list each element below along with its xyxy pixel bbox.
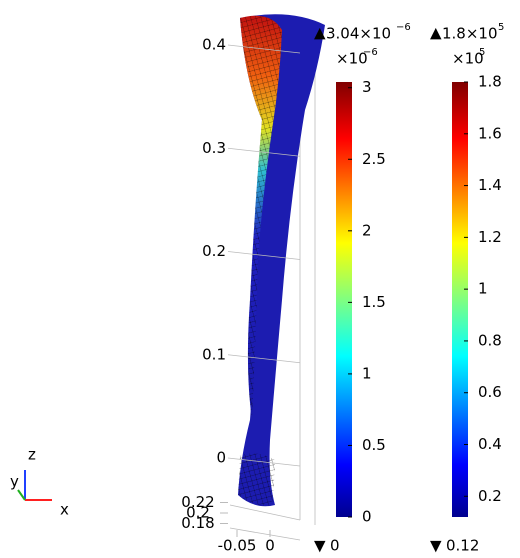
y-axis-label: y xyxy=(10,473,19,491)
scale-label: ×10 xyxy=(452,50,484,68)
max-exp: 5 xyxy=(498,22,504,33)
colorbar-tick-label: 0.6 xyxy=(478,383,502,401)
min-marker: ▼ xyxy=(430,537,442,555)
scale-label: ×10 xyxy=(336,50,368,68)
z-grid-line xyxy=(227,44,301,54)
max-marker: ▲ xyxy=(430,24,442,42)
colorbar-tick-label: 2 xyxy=(362,221,372,239)
colorbar-tick-label: 1.4 xyxy=(478,176,502,194)
z-grid-line xyxy=(227,457,301,467)
min-label: 0.12 xyxy=(446,537,479,555)
colorbar-tick-label: 1.2 xyxy=(478,228,502,246)
y-tick-label: 0.22 xyxy=(181,493,214,511)
colorbar-tick-label: 0.4 xyxy=(478,435,502,453)
colorbar-tick-label: 0.8 xyxy=(478,331,502,349)
y-tick-label: 0.18 xyxy=(181,514,214,532)
x-tick-label: 0 xyxy=(265,537,275,555)
z-tick-label: 0 xyxy=(216,449,226,467)
colorbar xyxy=(452,82,468,517)
colorbar-tick-label: 0.5 xyxy=(362,436,386,454)
colorbar-tick-label: 0 xyxy=(362,508,372,526)
colorbar-tick-label: 2.5 xyxy=(362,150,386,168)
z-grid-line xyxy=(227,147,301,157)
max-label: 3.04×10 xyxy=(326,25,391,43)
max-exp: −6 xyxy=(396,22,411,33)
colorbar-tick-label: 3 xyxy=(362,78,372,96)
z-axis-label: z xyxy=(28,446,36,464)
max-label: 1.8×10 xyxy=(442,25,498,43)
y-tick-label: 0.2 xyxy=(186,504,210,522)
scale-exp: 5 xyxy=(479,47,485,58)
z-grid-line xyxy=(227,251,301,260)
scale-exp: −6 xyxy=(363,47,378,58)
colorbar-tick-label: 1.8 xyxy=(478,73,502,91)
colorbar xyxy=(336,82,352,517)
x-tick-label: -0.05 xyxy=(218,537,257,555)
colorbar-tick-label: 0.2 xyxy=(478,487,502,505)
z-tick-label: 0.2 xyxy=(202,242,226,260)
colorbar-tick-label: 1.6 xyxy=(478,124,502,142)
colorbar-tick-label: 1 xyxy=(478,280,488,298)
axis-triad: z y x xyxy=(10,446,69,519)
z-tick-label: 0.4 xyxy=(202,36,226,54)
z-tick-label: 0.3 xyxy=(202,139,226,157)
bone xyxy=(238,14,325,507)
x-axis-label: x xyxy=(60,501,69,519)
min-label: 0 xyxy=(330,537,340,555)
max-marker: ▲ xyxy=(314,24,326,42)
z-tick-label: 0.1 xyxy=(202,345,226,363)
colorbar-tick-label: 1 xyxy=(362,364,372,382)
min-marker: ▼ xyxy=(314,537,326,555)
colorbar-tick-label: 1.5 xyxy=(362,293,386,311)
z-grid-line xyxy=(227,354,301,364)
